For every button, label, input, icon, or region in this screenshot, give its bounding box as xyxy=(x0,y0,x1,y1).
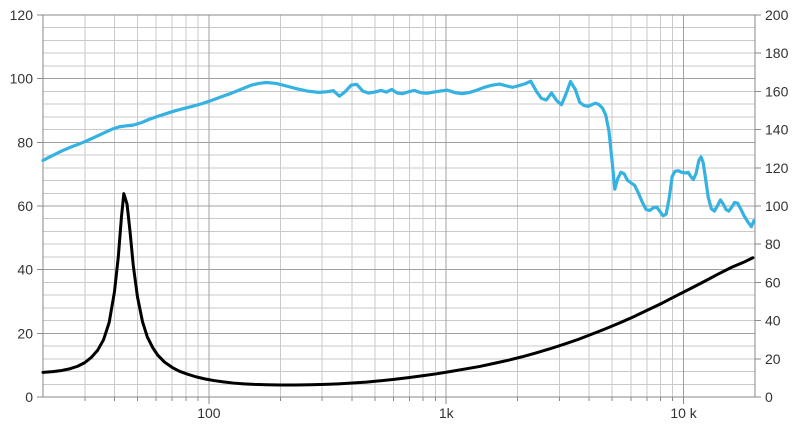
impedance-curve xyxy=(41,192,755,387)
y-right-tick-label: 0 xyxy=(765,389,773,405)
grid-major xyxy=(43,15,755,397)
y-right-tick-label: 160 xyxy=(765,83,789,99)
y-right-tick-label: 60 xyxy=(765,274,781,290)
y-right-tick-label: 200 xyxy=(765,7,789,23)
y-right-tick-label: 180 xyxy=(765,45,789,61)
axis-labels: 0 20 40 60 80 100 120 0 20 40 60 80 100 120 140 160 180 2… xyxy=(10,7,789,421)
x-tick-label: 10 k xyxy=(670,405,697,421)
y-right-tick-label: 20 xyxy=(765,351,781,367)
y-right-tick-label: 40 xyxy=(765,313,781,329)
y-left-tick-label: 40 xyxy=(17,262,33,278)
spl-response-curve xyxy=(41,79,756,229)
y-left-tick-label: 60 xyxy=(17,198,33,214)
y-left-tick-label: 120 xyxy=(10,7,34,23)
y-left-tick-label: 80 xyxy=(17,134,33,150)
y-right-tick-label: 80 xyxy=(765,236,781,252)
y-right-tick-label: 100 xyxy=(765,198,789,214)
y-right-tick-label: 120 xyxy=(765,160,789,176)
y-left-tick-label: 20 xyxy=(17,325,33,341)
axis-ticks xyxy=(37,14,761,404)
y-right-tick-label: 140 xyxy=(765,122,789,138)
y-left-tick-label: 0 xyxy=(25,389,33,405)
y-left-tick-label: 100 xyxy=(10,71,34,87)
x-tick-label: 100 xyxy=(197,405,221,421)
plot-border xyxy=(42,14,756,398)
x-tick-label: 1k xyxy=(439,405,455,421)
